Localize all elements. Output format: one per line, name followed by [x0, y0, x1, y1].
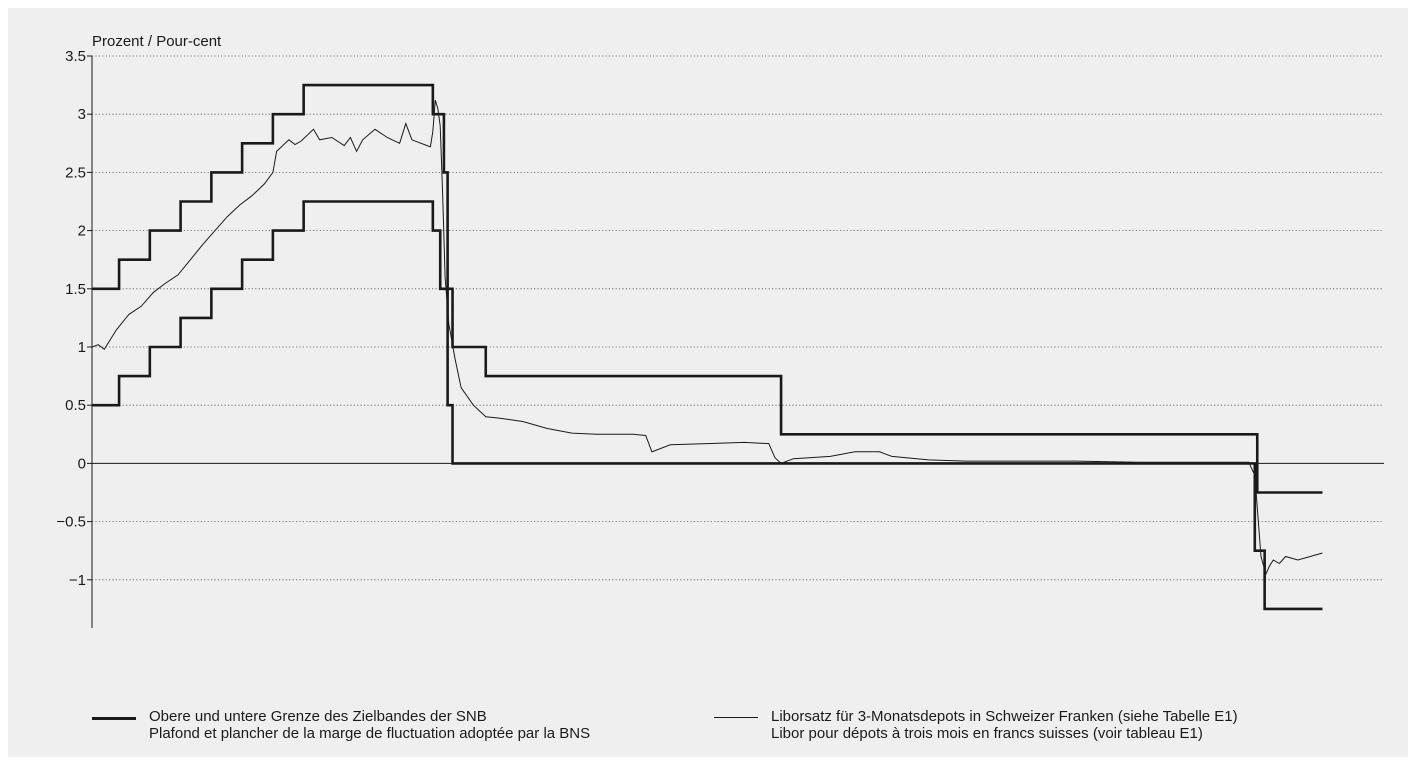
legend-entry-thick: Obere und untere Grenze des Zielbandes d… — [92, 708, 712, 748]
series-lines — [91, 83, 1323, 611]
y-tick-label: −0.5 — [56, 514, 86, 531]
legend-thin-line-de: Liborsatz für 3-Monatsdepots in Schweize… — [771, 708, 1238, 725]
y-tick-label: 0 — [78, 455, 86, 472]
y-tick-label: −1 — [69, 572, 86, 589]
y-tick-label: 1 — [78, 339, 86, 356]
legend-thick-line-fr: Plafond et plancher de la marge de fluct… — [149, 725, 591, 742]
series-libor-line — [91, 100, 1323, 576]
series-band-line — [92, 200, 1323, 611]
legend-thin-line-fr: Libor pour dépots à trois mois en francs… — [771, 725, 1203, 742]
y-tick-label: 3 — [78, 106, 86, 123]
legend-swatch-thin — [714, 717, 758, 718]
y-axis-title: Prozent / Pour-cent — [92, 33, 222, 50]
series-band-line — [92, 83, 1323, 494]
rate-chart: 3.532.521.510.50−0.5−1−1.5 2006200720082… — [56, 33, 1384, 628]
legend-entry-thin: Liborsatz für 3-Monatsdepots in Schweize… — [714, 708, 1404, 748]
axes — [87, 55, 1384, 628]
y-tick-label: 2 — [78, 223, 86, 240]
legend-thick-line-de: Obere und untere Grenze des Zielbandes d… — [149, 708, 487, 725]
y-tick-label: 2.5 — [65, 164, 86, 181]
y-tick-label: 3.5 — [65, 48, 86, 65]
y-tick-label: 0.5 — [65, 397, 86, 414]
grid-lines — [92, 55, 1384, 581]
legend-swatch-thick — [92, 717, 136, 720]
y-tick-labels: 3.532.521.510.50−0.5−1−1.5 — [56, 48, 86, 589]
y-tick-label: 1.5 — [65, 281, 86, 298]
chart-panel: 3.532.521.510.50−0.5−1−1.5 2006200720082… — [8, 8, 1408, 757]
